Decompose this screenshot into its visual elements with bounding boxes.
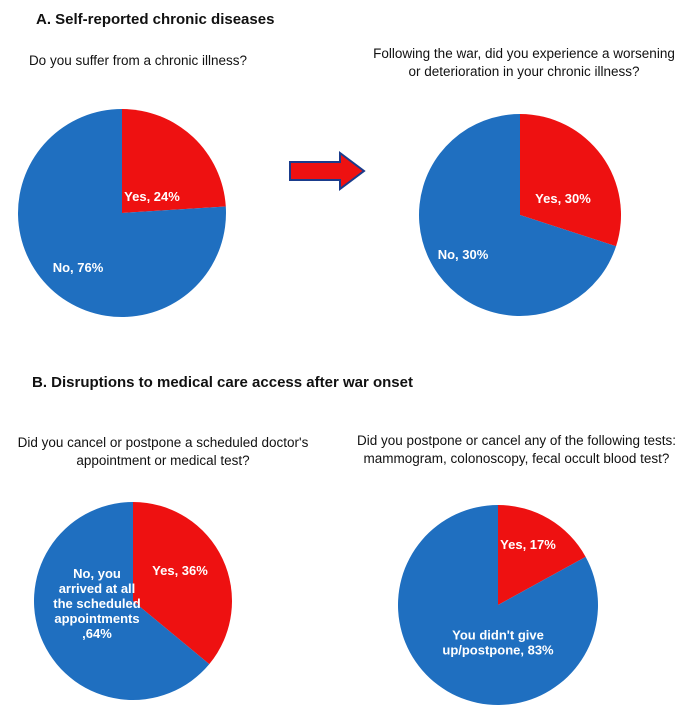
pie-chart-postpone-tests: Yes, 17% You didn't give up/postpone, 83%	[397, 505, 598, 705]
slice-label-line: No, 30%	[438, 247, 489, 262]
slice-label-line: appointments	[54, 611, 139, 626]
slice-label-line: ,64%	[82, 626, 112, 641]
question-line: or deterioration in your chronic illness…	[408, 64, 640, 79]
question-worsening: Following the war, did you experience a …	[364, 45, 684, 81]
slice-label-yes: Yes, 36%	[152, 563, 208, 578]
question-line: Following the war, did you experience a …	[373, 46, 675, 61]
pie-chart-chronic-illness: Yes, 24% No, 76%	[18, 109, 226, 317]
question-line: appointment or medical test?	[76, 453, 250, 468]
slice-label-line: No, you	[73, 566, 121, 581]
section-b-title: B. Disruptions to medical care access af…	[32, 374, 413, 391]
pie-chart-cancel-appointment: Yes, 36% No, you arrived at all the schedul…	[34, 502, 232, 700]
question-chronic-illness: Do you suffer from a chronic illness?	[18, 52, 258, 70]
slice-label-line: the scheduled	[53, 596, 140, 611]
question-line: Do you suffer from a chronic illness?	[28, 53, 248, 68]
slice-label-yes: Yes, 17%	[500, 537, 556, 552]
slice-label-no: No, 76%	[53, 260, 104, 275]
question-line: Did you postpone or cancel any of the fo…	[357, 433, 676, 448]
slice-label-yes: Yes, 30%	[535, 191, 591, 206]
pie-slice-yes	[133, 502, 232, 665]
pie-slice-yes	[520, 114, 621, 247]
right-arrow-icon	[289, 151, 366, 191]
slice-label-line: Yes, 36%	[152, 563, 208, 578]
question-line: Did you cancel or postpone a scheduled d…	[17, 435, 309, 450]
pie-chart-worsening: Yes, 30% No, 30%	[419, 114, 621, 316]
section-a-title: A. Self-reported chronic diseases	[36, 11, 275, 28]
pie-slice-no	[18, 109, 226, 317]
question-postpone-tests: Did you postpone or cancel any of the fo…	[348, 432, 685, 468]
pie-slice-no	[419, 114, 617, 316]
pie-slice-yes	[498, 505, 586, 605]
slice-label-line: up/postpone, 83%	[442, 643, 554, 658]
slice-label-line: Yes, 24%	[124, 189, 180, 204]
pie-slice-yes	[122, 109, 226, 213]
slice-label-yes: Yes, 24%	[124, 189, 180, 204]
pie-slice-no	[397, 505, 598, 705]
slice-label-no: You didn't give up/postpone, 83%	[442, 628, 554, 658]
pie-slice-no	[34, 502, 210, 700]
question-line: mammogram, colonoscopy, fecal occult blo…	[363, 451, 670, 466]
slice-label-line: No, 76%	[53, 260, 104, 275]
slice-label-line: arrived at all	[59, 581, 136, 596]
slice-label-line: Yes, 30%	[535, 191, 591, 206]
slice-label-no: No, you arrived at all the scheduled appoin…	[53, 566, 140, 641]
question-cancel-appointment: Did you cancel or postpone a scheduled d…	[0, 434, 326, 470]
slice-label-line: Yes, 17%	[500, 537, 556, 552]
slice-label-no: No, 30%	[438, 247, 489, 262]
slice-label-line: You didn't give	[452, 628, 544, 643]
